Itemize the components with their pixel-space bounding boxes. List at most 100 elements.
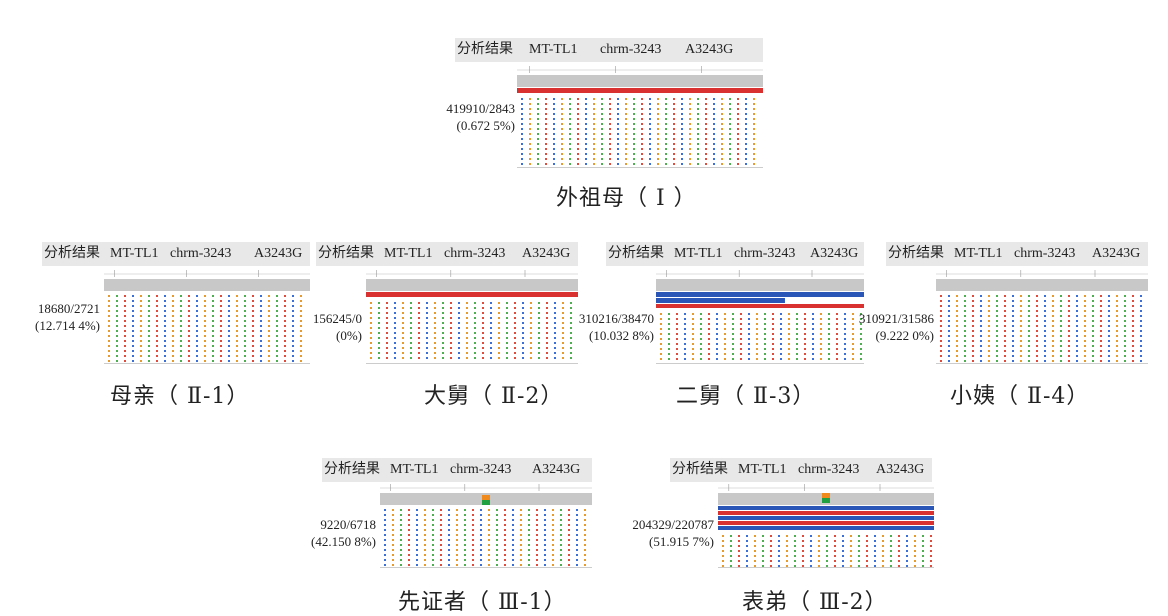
ratio-percent: (0%)	[336, 328, 362, 343]
base-dot	[1076, 360, 1078, 362]
base-dot	[770, 545, 772, 547]
base-dot	[584, 549, 586, 551]
base-dot	[866, 545, 868, 547]
base-dot	[456, 519, 458, 521]
base-dot	[268, 360, 270, 362]
base-dot	[914, 545, 916, 547]
base-dot	[730, 550, 732, 552]
base-dot	[164, 300, 166, 302]
base-dot	[432, 524, 434, 526]
base-dot	[561, 133, 563, 135]
base-dot	[544, 529, 546, 531]
base-dot	[1012, 315, 1014, 317]
base-dot	[164, 335, 166, 337]
base-dot	[625, 138, 627, 140]
base-dot	[545, 118, 547, 120]
base-dot	[697, 163, 699, 165]
base-dot	[472, 554, 474, 556]
base-dot	[657, 128, 659, 130]
base-dot	[794, 550, 796, 552]
base-dot	[522, 307, 524, 309]
base-dot	[561, 148, 563, 150]
base-dot	[520, 509, 522, 511]
base-dot	[812, 333, 814, 335]
base-dot	[740, 343, 742, 345]
base-dot	[753, 108, 755, 110]
base-dot	[721, 153, 723, 155]
base-dot	[418, 332, 420, 334]
base-dot	[394, 352, 396, 354]
base-dot	[842, 550, 844, 552]
base-dot	[617, 118, 619, 120]
base-dot	[914, 565, 916, 567]
base-dot	[705, 158, 707, 160]
panel-header: 分析结果 MT-TL1 chrm-3243 A3243G	[670, 458, 932, 482]
base-dot	[236, 295, 238, 297]
base-dot	[432, 564, 434, 566]
base-dot	[713, 128, 715, 130]
base-dot	[844, 313, 846, 315]
base-dot	[554, 342, 556, 344]
base-dot	[850, 540, 852, 542]
base-dot	[804, 358, 806, 360]
panel-mother: 分析结果 MT-TL1 chrm-3243 A3243G	[42, 242, 310, 368]
base-dot	[890, 545, 892, 547]
base-dot	[802, 560, 804, 562]
base-dot	[1004, 300, 1006, 302]
base-dot	[764, 313, 766, 315]
base-dot	[584, 554, 586, 556]
base-dot	[996, 315, 998, 317]
base-dot	[472, 519, 474, 521]
base-dot	[268, 320, 270, 322]
base-dot	[764, 318, 766, 320]
label-gene: MT-TL1	[954, 246, 1003, 261]
base-dot	[914, 560, 916, 562]
base-dot	[673, 128, 675, 130]
base-dot	[432, 554, 434, 556]
base-dot	[456, 564, 458, 566]
base-dot	[514, 322, 516, 324]
base-dot	[1092, 345, 1094, 347]
base-dot	[729, 128, 731, 130]
base-dot	[498, 337, 500, 339]
base-dot	[689, 143, 691, 145]
base-dot	[188, 320, 190, 322]
base-dot	[988, 330, 990, 332]
base-dot	[1028, 310, 1030, 312]
base-dot	[697, 133, 699, 135]
base-dot	[554, 357, 556, 359]
base-dot	[660, 338, 662, 340]
base-dot	[584, 559, 586, 561]
base-dot	[464, 539, 466, 541]
base-dot	[244, 295, 246, 297]
base-dot	[890, 555, 892, 557]
base-dot	[898, 550, 900, 552]
base-dot	[474, 322, 476, 324]
base-dot	[544, 534, 546, 536]
base-dot	[522, 332, 524, 334]
base-dot	[1084, 340, 1086, 342]
base-dot	[660, 318, 662, 320]
base-dot	[426, 357, 428, 359]
base-dot	[668, 348, 670, 350]
base-dot	[1140, 340, 1142, 342]
base-dot	[220, 300, 222, 302]
base-dot	[745, 128, 747, 130]
base-dot	[956, 340, 958, 342]
read-ratio: 310921/31586 (9.222 0%)	[852, 310, 934, 344]
base-dot	[553, 138, 555, 140]
base-dot	[633, 133, 635, 135]
base-dot	[292, 345, 294, 347]
base-dot	[673, 118, 675, 120]
base-dot	[906, 545, 908, 547]
base-dot	[705, 108, 707, 110]
base-dot	[1052, 300, 1054, 302]
base-dot	[649, 113, 651, 115]
base-dot	[370, 332, 372, 334]
base-dot	[1132, 350, 1134, 352]
base-dot	[172, 320, 174, 322]
base-dot	[681, 163, 683, 165]
base-dot	[529, 113, 531, 115]
base-dot	[448, 549, 450, 551]
base-dot	[384, 564, 386, 566]
